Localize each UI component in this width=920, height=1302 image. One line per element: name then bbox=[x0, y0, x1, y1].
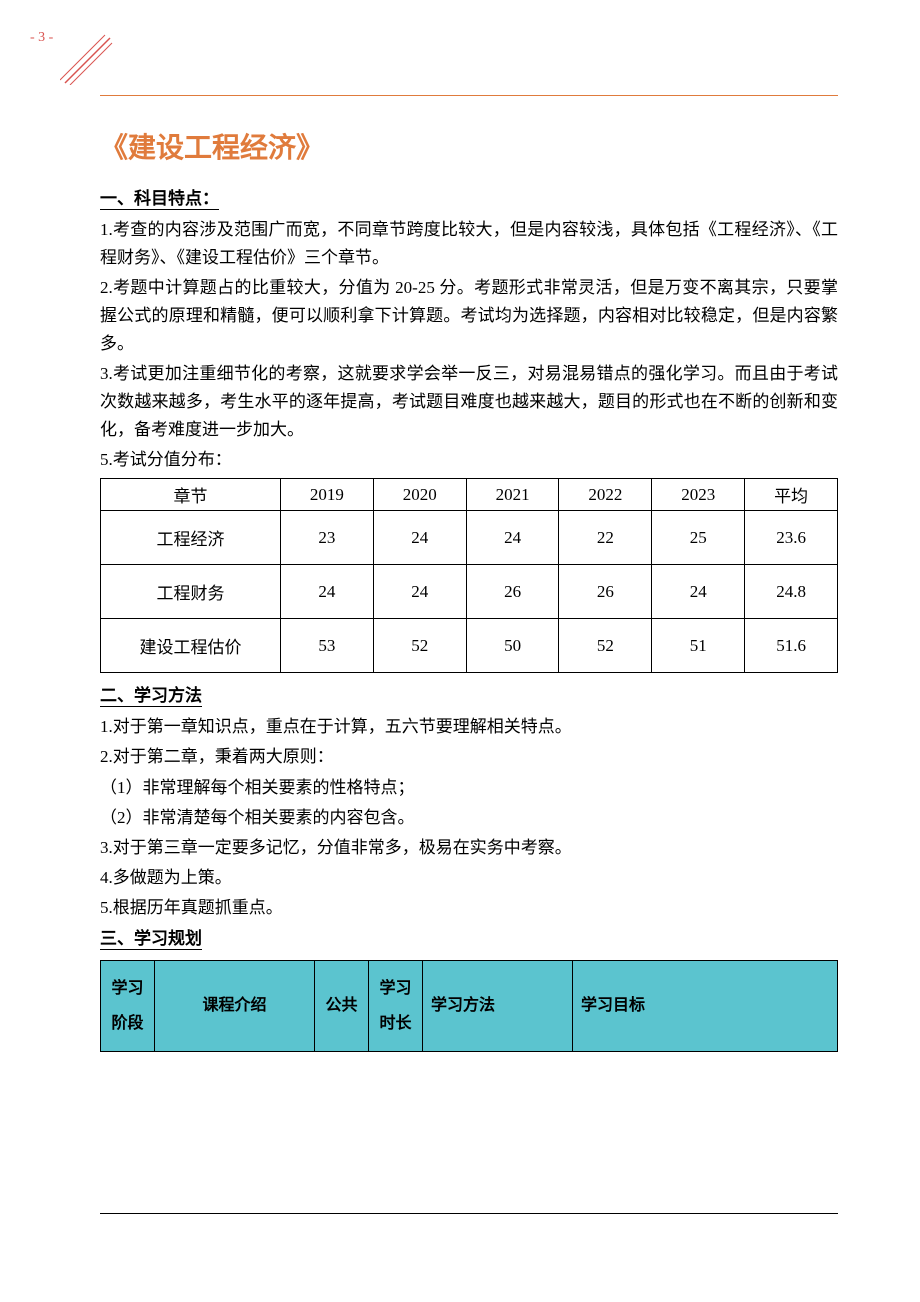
th-course-intro: 课程介绍 bbox=[155, 960, 315, 1051]
cell: 建设工程估价 bbox=[101, 619, 281, 673]
table-row: 建设工程估价 53 52 50 52 51 51.6 bbox=[101, 619, 838, 673]
th-2020: 2020 bbox=[373, 479, 466, 511]
cell: 51 bbox=[652, 619, 745, 673]
corner-decoration bbox=[60, 25, 120, 85]
s1-p1: 1.考查的内容涉及范围广而宽，不同章节跨度比较大，但是内容较浅，具体包括《工程经… bbox=[100, 216, 838, 272]
s2-p2: 2.对于第二章，秉着两大原则： bbox=[100, 743, 838, 771]
study-plan-table: 学习阶段 课程介绍 公共 学习时长 学习方法 学习目标 bbox=[100, 960, 838, 1052]
score-distribution-table: 章节 2019 2020 2021 2022 2023 平均 工程经济 23 2… bbox=[100, 478, 838, 673]
th-2022: 2022 bbox=[559, 479, 652, 511]
cell: 工程财务 bbox=[101, 565, 281, 619]
cell: 24.8 bbox=[745, 565, 838, 619]
th-public: 公共 bbox=[315, 960, 369, 1051]
th-chapter: 章节 bbox=[101, 479, 281, 511]
th-2021: 2021 bbox=[466, 479, 559, 511]
th-method: 学习方法 bbox=[423, 960, 573, 1051]
s1-p2: 2.考题中计算题占的比重较大，分值为 20-25 分。考题形式非常灵活，但是万变… bbox=[100, 274, 838, 358]
s2-p3: 3.对于第三章一定要多记忆，分值非常多，极易在实务中考察。 bbox=[100, 834, 838, 862]
cell: 53 bbox=[281, 619, 374, 673]
cell: 24 bbox=[373, 511, 466, 565]
page-number: - 3 - bbox=[30, 30, 53, 46]
cell: 23.6 bbox=[745, 511, 838, 565]
th-duration: 学习时长 bbox=[369, 960, 423, 1051]
s2-p5: 5.根据历年真题抓重点。 bbox=[100, 894, 838, 922]
plan-header-row: 学习阶段 课程介绍 公共 学习时长 学习方法 学习目标 bbox=[101, 960, 838, 1051]
s2-p1: 1.对于第一章知识点，重点在于计算，五六节要理解相关特点。 bbox=[100, 713, 838, 741]
cell: 26 bbox=[466, 565, 559, 619]
cell: 51.6 bbox=[745, 619, 838, 673]
cell: 50 bbox=[466, 619, 559, 673]
cell: 工程经济 bbox=[101, 511, 281, 565]
cell: 26 bbox=[559, 565, 652, 619]
cell: 52 bbox=[559, 619, 652, 673]
s2-p2a: （1）非常理解每个相关要素的性格特点； bbox=[100, 774, 838, 802]
cell: 24 bbox=[652, 565, 745, 619]
s1-p5: 5.考试分值分布： bbox=[100, 446, 838, 474]
section-2-heading: 二、学习方法 bbox=[100, 681, 202, 707]
cell: 24 bbox=[466, 511, 559, 565]
s2-p4: 4.多做题为上策。 bbox=[100, 864, 838, 892]
footer-divider bbox=[100, 1213, 838, 1214]
th-avg: 平均 bbox=[745, 479, 838, 511]
cell: 52 bbox=[373, 619, 466, 673]
cell: 22 bbox=[559, 511, 652, 565]
s1-p3: 3.考试更加注重细节化的考察，这就要求学会举一反三，对易混易错点的强化学习。而且… bbox=[100, 360, 838, 444]
cell: 25 bbox=[652, 511, 745, 565]
cell: 23 bbox=[281, 511, 374, 565]
table-row: 工程财务 24 24 26 26 24 24.8 bbox=[101, 565, 838, 619]
section-3-heading: 三、学习规划 bbox=[100, 924, 202, 950]
page-content: 《建设工程经济》 一、科目特点： 1.考查的内容涉及范围广而宽，不同章节跨度比较… bbox=[100, 95, 838, 1052]
th-2019: 2019 bbox=[281, 479, 374, 511]
table-header-row: 章节 2019 2020 2021 2022 2023 平均 bbox=[101, 479, 838, 511]
s2-p2b: （2）非常清楚每个相关要素的内容包含。 bbox=[100, 804, 838, 832]
th-stage: 学习阶段 bbox=[101, 960, 155, 1051]
table-row: 工程经济 23 24 24 22 25 23.6 bbox=[101, 511, 838, 565]
th-2023: 2023 bbox=[652, 479, 745, 511]
cell: 24 bbox=[373, 565, 466, 619]
section-1-heading: 一、科目特点： bbox=[100, 184, 219, 210]
cell: 24 bbox=[281, 565, 374, 619]
th-goal: 学习目标 bbox=[573, 960, 838, 1051]
document-title: 《建设工程经济》 bbox=[100, 126, 838, 166]
